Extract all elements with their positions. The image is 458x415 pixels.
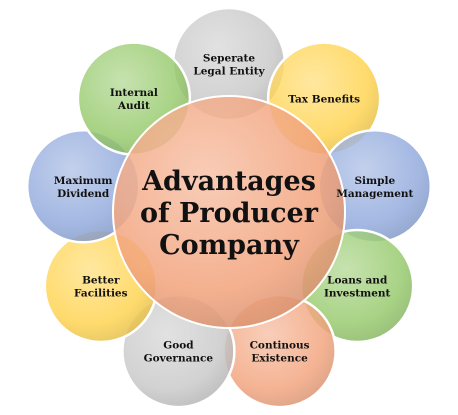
node-label-line: Governance bbox=[144, 353, 214, 365]
node-label-simple-management: Simple Management bbox=[336, 175, 413, 200]
node-label-line: Seperate bbox=[203, 53, 255, 65]
node-label-line: Simple bbox=[354, 175, 395, 187]
center-title: Advantages of Producer Company bbox=[140, 166, 319, 261]
center-circle bbox=[112, 95, 346, 329]
node-label-line: Better bbox=[82, 275, 120, 287]
node-label-line: Loans and bbox=[327, 275, 388, 287]
node-label-maximum-dividend: Maximum Dividend bbox=[54, 175, 113, 200]
node-label-internal-audit: Internal Audit bbox=[110, 87, 158, 112]
center-circle-group bbox=[112, 95, 346, 329]
node-label-continous-existence: Continous Existence bbox=[250, 340, 310, 365]
node-label-line: Management bbox=[336, 188, 413, 200]
node-label-line: Existence bbox=[251, 353, 308, 365]
node-label-line: Continous bbox=[250, 340, 310, 352]
node-label-loans-and-investment: Loans and Investment bbox=[324, 275, 391, 300]
node-label-line: Audit bbox=[117, 100, 150, 112]
node-label-separate-legal-entity: Seperate Legal Entity bbox=[193, 53, 265, 78]
node-label-line: Investment bbox=[324, 288, 391, 300]
node-label-line: Maximum bbox=[54, 175, 113, 187]
node-label-line: Tax Benefits bbox=[288, 94, 360, 106]
node-label-line: Dividend bbox=[57, 188, 110, 200]
center-title-line: Advantages bbox=[141, 166, 316, 197]
node-label-line: Facilities bbox=[74, 288, 128, 300]
node-label-line: Legal Entity bbox=[193, 66, 265, 78]
node-label-line: Good bbox=[163, 340, 194, 352]
node-label-good-governance: Good Governance bbox=[144, 340, 214, 365]
node-label-tax-benefits: Tax Benefits bbox=[288, 94, 360, 106]
center-title-line: of Producer bbox=[140, 198, 319, 229]
center-title-line: Company bbox=[159, 230, 300, 261]
node-label-line: Internal bbox=[110, 87, 158, 99]
node-label-better-facilities: Better Facilities bbox=[74, 275, 128, 300]
